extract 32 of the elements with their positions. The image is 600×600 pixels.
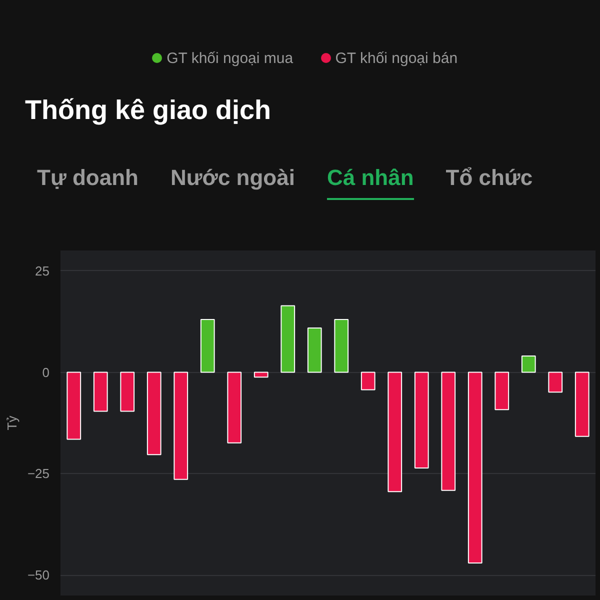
bar: [254, 372, 268, 378]
bar: [146, 372, 162, 456]
bar: [548, 372, 563, 393]
bar: [521, 356, 536, 373]
bar: [574, 372, 590, 437]
y-tick-label: −25: [27, 466, 50, 482]
chart-title: Thống kê giao dịch: [24, 95, 272, 126]
text: Cá nhân: [326, 165, 414, 200]
y-axis-title: Tỷ: [4, 415, 20, 430]
bar: [468, 372, 482, 564]
y-tick-label: −50: [27, 568, 50, 583]
bar: [494, 372, 510, 410]
bar: [388, 372, 402, 492]
bar: [307, 328, 322, 373]
text: GT khối ngoại bán: [334, 50, 458, 67]
bar: [120, 372, 135, 412]
text: GT khối ngoại mua: [166, 50, 294, 67]
bar: [280, 305, 296, 373]
text: Tổ chức: [446, 165, 533, 192]
y-tick-label: 25: [35, 263, 50, 278]
bar: [66, 372, 82, 440]
bar: [93, 372, 108, 412]
bar: [414, 372, 429, 469]
bar: [227, 372, 242, 444]
y-tick-label: 0: [42, 364, 50, 380]
text: Nước ngoài: [170, 165, 295, 192]
bar: [441, 372, 456, 491]
bar: [334, 319, 349, 373]
bar: [174, 372, 188, 480]
bar: [200, 319, 215, 373]
text: Tự doanh: [37, 165, 138, 192]
bar: [360, 372, 376, 390]
